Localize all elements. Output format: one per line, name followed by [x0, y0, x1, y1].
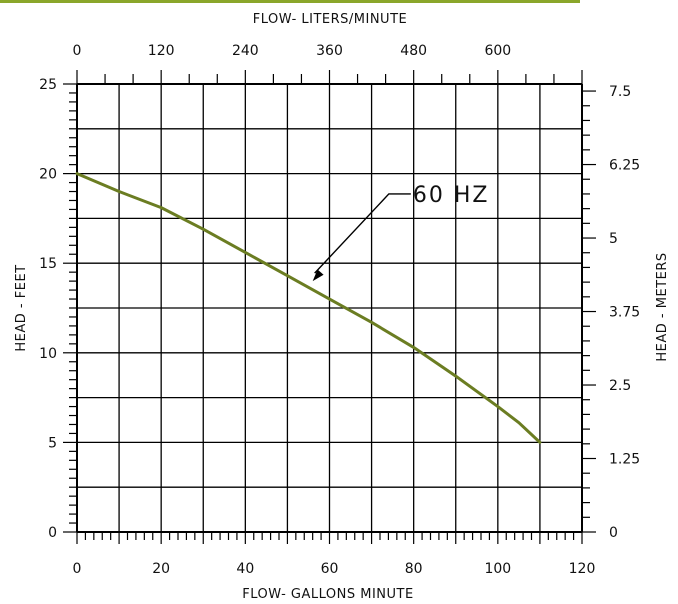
- y-tick-label: 10: [39, 346, 57, 362]
- x2-tick-label: 240: [232, 43, 259, 59]
- top-axis-title: FLOW- LITERS/MINUTE: [253, 12, 407, 27]
- x2-tick-label: 120: [148, 43, 175, 59]
- x2-tick-label: 600: [484, 43, 511, 59]
- x2-tick-label: 480: [400, 43, 427, 59]
- grid: [76, 83, 583, 533]
- series: [75, 172, 542, 444]
- left-axis-title: HEAD - FEET: [14, 264, 29, 351]
- annotation-label: 60 HZ: [413, 183, 490, 208]
- y2-tick-label: 7.5: [609, 84, 631, 100]
- y2-tick-label: 0: [609, 525, 618, 541]
- x2-tick-label: 0: [73, 43, 82, 59]
- tick-labels: 0 20 40 60 80 100 120 0 5 10 15 20 25 0 120 240 360 480 60…: [39, 43, 640, 577]
- x-tick-label: 120: [569, 561, 596, 577]
- ticks: [63, 70, 596, 544]
- x-tick-label: 100: [484, 561, 511, 577]
- x-tick-label: 20: [152, 561, 170, 577]
- y2-tick-label: 2.5: [609, 378, 631, 394]
- bottom-axis-title: FLOW- GALLONS MINUTE: [242, 587, 413, 602]
- x-tick-label: 40: [236, 561, 254, 577]
- y-tick-label: 25: [39, 77, 57, 93]
- x2-tick-label: 360: [316, 43, 343, 59]
- series-line: [75, 172, 542, 444]
- annotation-leader: [314, 193, 411, 274]
- y2-tick-label: 1.25: [609, 452, 640, 468]
- x-tick-label: 80: [405, 561, 423, 577]
- y-tick-label: 0: [48, 525, 57, 541]
- annotations: 60 HZ: [312, 183, 490, 282]
- y-tick-label: 20: [39, 167, 57, 183]
- y-tick-label: 5: [48, 435, 57, 451]
- y-tick-label: 15: [39, 256, 57, 272]
- right-axis-title: HEAD - METERS: [655, 252, 670, 361]
- x-tick-label: 60: [321, 561, 339, 577]
- annotation-arrowhead: [312, 269, 324, 282]
- y2-tick-label: 6.25: [609, 158, 640, 174]
- y2-tick-label: 3.75: [609, 305, 640, 321]
- x-tick-label: 0: [73, 561, 82, 577]
- y2-tick-label: 5: [609, 231, 618, 247]
- top-accent-bar: [0, 0, 580, 3]
